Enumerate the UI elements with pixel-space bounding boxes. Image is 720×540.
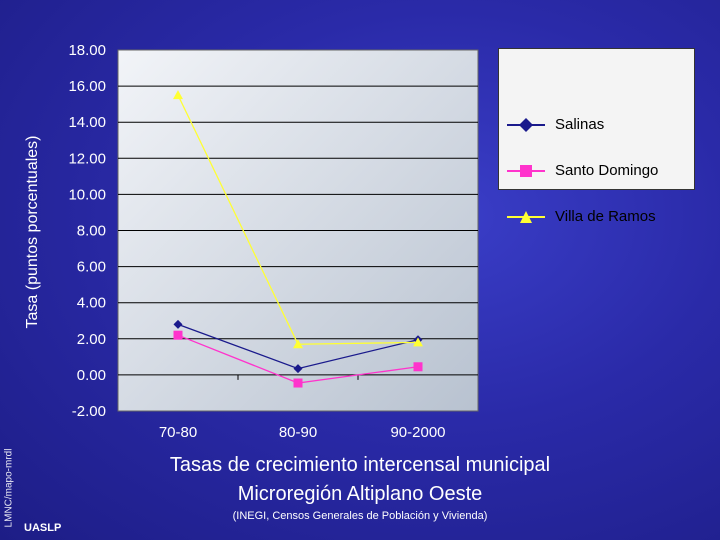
y-tick-label: 16.00 bbox=[68, 78, 106, 95]
legend-label: Villa de Ramos bbox=[555, 208, 656, 225]
chart-title: Tasas de crecimiento intercensal municip… bbox=[169, 454, 551, 476]
data-point bbox=[173, 319, 183, 329]
diamond-marker-icon bbox=[519, 118, 533, 132]
data-point bbox=[413, 337, 423, 347]
y-tick-label: -2.00 bbox=[72, 403, 106, 420]
y-tick-label: 6.00 bbox=[77, 259, 106, 276]
side-credit: LMNC/mapo-mrdl bbox=[3, 448, 15, 528]
x-tick-label: 70-80 bbox=[159, 424, 197, 441]
data-point bbox=[173, 90, 183, 100]
square-marker-icon bbox=[520, 165, 532, 177]
x-tick-label: 80-90 bbox=[279, 424, 317, 441]
data-point bbox=[293, 378, 303, 388]
y-tick-label: 2.00 bbox=[77, 331, 106, 348]
legend-label: Salinas bbox=[555, 116, 605, 133]
y-tick-label: 14.00 bbox=[68, 114, 106, 131]
chart-source: (INEGI, Censos Generales de Población y … bbox=[232, 510, 488, 522]
triangle-marker-icon bbox=[520, 211, 532, 223]
y-tick-label: 8.00 bbox=[77, 223, 106, 240]
legend: Salinas Santo Domingo Villa de Ramos bbox=[498, 48, 695, 225]
legend-item-villa-de-ramos: Villa de Ramos bbox=[499, 207, 694, 227]
legend-item-santo-domingo: Santo Domingo bbox=[499, 161, 694, 181]
y-axis-label: Tasa (puntos porcentuales) bbox=[24, 135, 41, 329]
chart-subtitle: Microregión Altiplano Oeste bbox=[237, 483, 483, 505]
legend-item-salinas: Salinas bbox=[499, 115, 694, 135]
data-point bbox=[293, 339, 303, 349]
data-point bbox=[293, 364, 303, 374]
x-tick-label: 90-2000 bbox=[390, 424, 445, 441]
y-tick-label: 4.00 bbox=[77, 295, 106, 312]
data-point bbox=[173, 330, 183, 340]
y-tick-label: 10.00 bbox=[68, 186, 106, 203]
data-point bbox=[413, 362, 423, 372]
y-tick-label: 12.00 bbox=[68, 150, 106, 167]
legend-label: Santo Domingo bbox=[555, 162, 659, 179]
y-tick-label: 0.00 bbox=[77, 367, 106, 384]
logo-text: UASLP bbox=[24, 522, 62, 534]
y-tick-label: 18.00 bbox=[68, 42, 106, 59]
